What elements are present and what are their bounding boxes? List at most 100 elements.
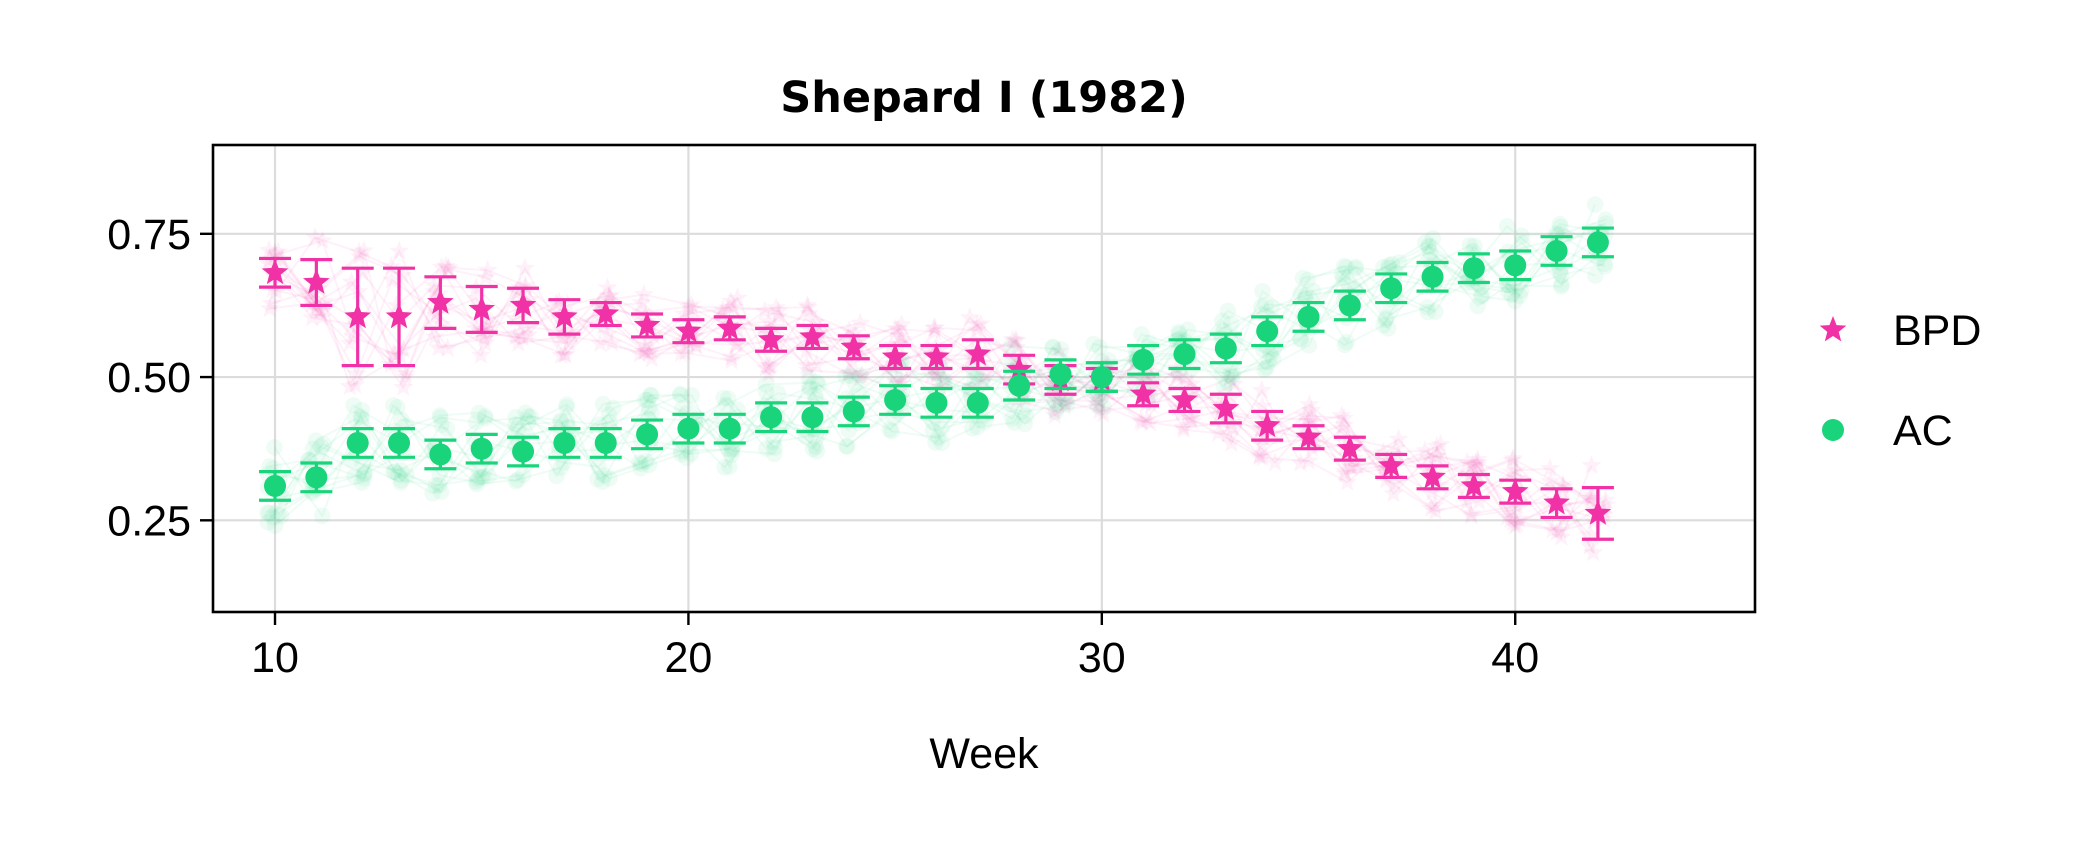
background-point — [1506, 468, 1527, 488]
background-trace — [269, 233, 1602, 487]
background-point — [926, 363, 947, 383]
background-point — [1257, 296, 1274, 314]
background-point — [594, 395, 612, 413]
background-point — [1589, 250, 1607, 267]
background-point — [474, 327, 495, 347]
background-point — [1420, 237, 1437, 254]
background-point — [1058, 396, 1076, 414]
background-point — [1466, 237, 1483, 255]
background-point — [838, 438, 855, 455]
background-point — [380, 354, 401, 374]
background-point — [354, 456, 371, 473]
background-point — [1254, 282, 1271, 300]
background-point — [352, 262, 373, 282]
background-point — [1501, 499, 1522, 519]
background-point — [635, 340, 656, 360]
background-point — [548, 467, 565, 485]
background-point — [1176, 367, 1197, 387]
data-point-ac — [1338, 294, 1361, 317]
background-point — [438, 420, 456, 437]
background-point — [467, 473, 485, 490]
background-point — [475, 332, 496, 352]
background-point — [546, 292, 567, 312]
background-point — [1426, 445, 1447, 465]
data-point-bpd — [344, 302, 372, 329]
background-point — [389, 240, 410, 260]
background-point — [339, 376, 360, 395]
background-point — [1223, 368, 1241, 385]
background-point — [1005, 414, 1023, 431]
background-point — [1223, 373, 1244, 393]
background-point — [927, 434, 944, 451]
background-point — [555, 344, 576, 364]
background-point — [1550, 519, 1571, 539]
background-point — [1347, 456, 1368, 476]
background-trace — [280, 258, 1605, 517]
background-point — [1379, 320, 1397, 337]
background-point — [346, 363, 367, 383]
background-point — [1251, 379, 1272, 399]
chart-title: Shepard I (1982) — [780, 73, 1187, 123]
background-point — [259, 514, 277, 531]
background-point — [1586, 196, 1604, 213]
background-point — [347, 411, 364, 428]
background-point — [517, 404, 534, 421]
background-point — [804, 440, 822, 458]
background-point — [670, 331, 691, 351]
background-point — [932, 420, 950, 437]
background-point — [264, 244, 285, 264]
background-point — [1420, 238, 1438, 256]
background-point — [1251, 433, 1272, 453]
background-point — [960, 348, 981, 368]
background-point — [477, 259, 498, 279]
background-point — [769, 384, 787, 402]
background-point — [1469, 297, 1486, 315]
background-point — [470, 344, 491, 364]
background-point — [1380, 259, 1397, 276]
data-point-ac — [470, 437, 493, 460]
background-point — [1341, 456, 1362, 476]
background-point — [1297, 287, 1314, 304]
x-tick-label: 30 — [1078, 634, 1126, 682]
data-point-bpd — [468, 295, 496, 321]
background-point — [1551, 526, 1572, 546]
series-bpd — [259, 256, 1614, 541]
background-point — [509, 471, 526, 488]
background-point — [1005, 350, 1026, 369]
background-point — [355, 470, 373, 487]
data-point-bpd — [799, 322, 826, 349]
background-point — [961, 375, 982, 395]
background-point — [1089, 390, 1110, 410]
background-point — [272, 507, 290, 525]
background-point — [558, 332, 579, 352]
background-point — [797, 295, 818, 315]
background-trace — [268, 236, 1599, 482]
background-point — [518, 324, 539, 344]
background-point — [1419, 303, 1437, 321]
background-point — [1343, 448, 1364, 467]
background-point — [642, 387, 660, 404]
background-point — [315, 436, 332, 453]
background-point — [438, 258, 459, 278]
background-point — [682, 445, 700, 463]
background-point — [1130, 410, 1151, 430]
background-point — [810, 376, 827, 393]
data-point-ac — [346, 431, 369, 454]
background-point — [1089, 393, 1109, 413]
background-point — [970, 313, 991, 333]
background-point — [1213, 312, 1231, 330]
axis-layer: 10 20 30 40 0.25 0.50 0.75 — [107, 211, 1539, 682]
background-point — [633, 455, 650, 473]
background-point — [1292, 285, 1309, 302]
background-point — [519, 414, 537, 431]
background-point — [968, 418, 986, 436]
background-point — [1222, 315, 1240, 332]
background-point — [933, 434, 951, 452]
background-point — [1513, 227, 1530, 244]
background-point — [519, 408, 537, 425]
background-point — [423, 274, 444, 294]
background-point — [797, 296, 818, 316]
background-point — [438, 257, 459, 277]
background-point — [1262, 346, 1279, 364]
background-point — [1133, 326, 1150, 343]
